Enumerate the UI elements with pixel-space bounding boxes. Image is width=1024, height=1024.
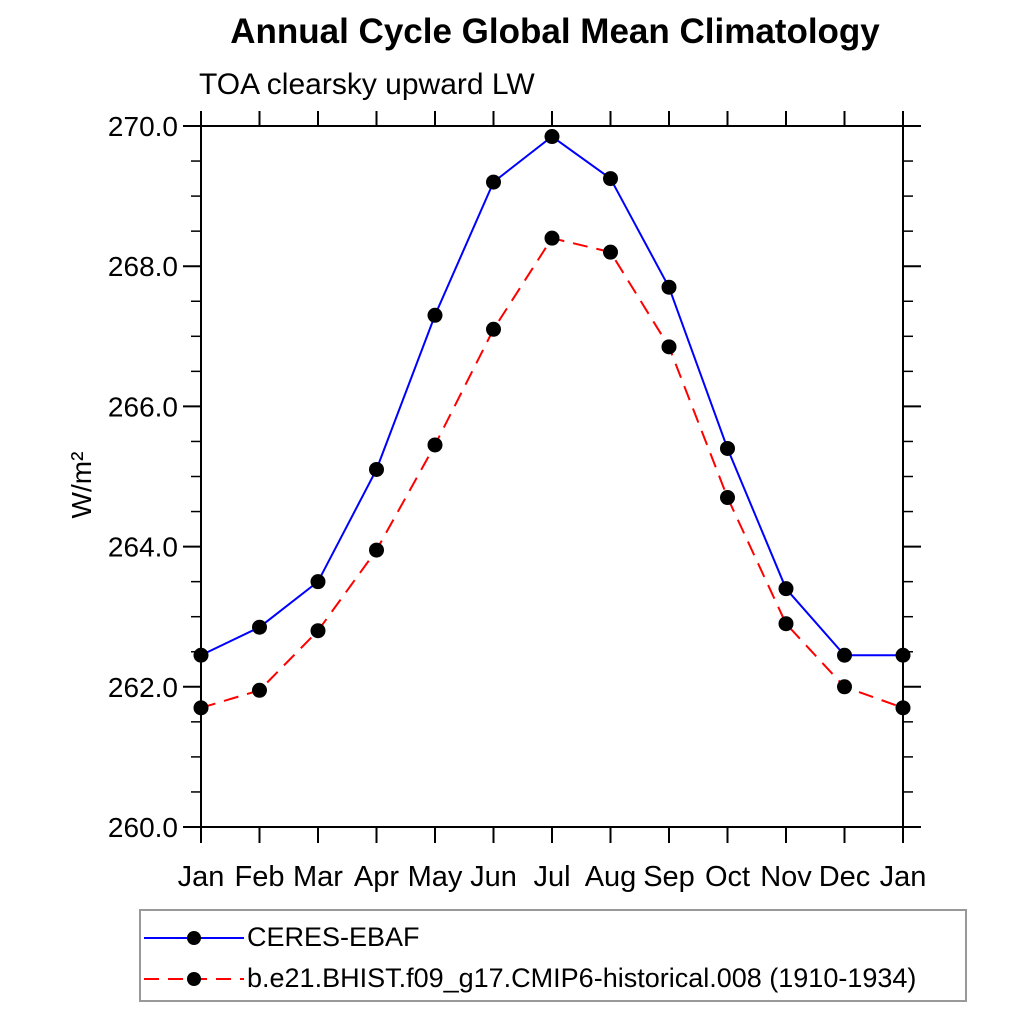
legend-label-series-0: CERES-EBAF: [247, 922, 420, 952]
x-tick-label: Nov: [760, 861, 812, 893]
series-line-0: [200, 135, 903, 657]
data-point: [369, 542, 384, 558]
data-point: [310, 623, 326, 639]
x-tick-label: Apr: [354, 861, 399, 893]
plot-frame: [200, 125, 904, 828]
x-tick-label: Oct: [705, 861, 750, 893]
legend-sample-marker-0: [187, 931, 201, 945]
data-point: [720, 490, 735, 506]
x-tick-label: Aug: [585, 861, 637, 893]
x-tick-label: Jun: [470, 861, 517, 893]
x-tick-label: Jan: [178, 861, 225, 893]
data-point: [427, 437, 443, 453]
legend-sample-lines: [144, 931, 244, 986]
y-tick-label: 268.0: [108, 251, 178, 282]
data-point: [661, 279, 677, 295]
data-point: [310, 574, 326, 590]
y-tick-label: 262.0: [108, 672, 178, 703]
data-point: [837, 647, 852, 663]
series-line-1: [200, 237, 904, 709]
chart-title: Annual Cycle Global Mean Climatology: [230, 12, 880, 51]
data-point: [486, 174, 501, 190]
legend-label-series-1: b.e21.BHIST.f09_g17.CMIP6-historical.008…: [247, 963, 917, 993]
data-point: [193, 647, 209, 663]
data-point: [778, 616, 794, 632]
data-point: [369, 461, 384, 477]
data-point: [544, 129, 560, 145]
data-point: [661, 339, 677, 355]
data-point: [252, 619, 267, 635]
y-tick-label: 264.0: [108, 532, 178, 563]
data-point: [837, 679, 852, 695]
data-point: [603, 244, 618, 260]
x-tick-label: Dec: [819, 861, 871, 893]
y-tick-label: 270.0: [108, 111, 178, 142]
data-point: [486, 321, 501, 337]
data-point: [895, 647, 911, 663]
legend: CERES-EBAF b.e21.BHIST.f09_g17.CMIP6-his…: [139, 909, 967, 1002]
x-tick-label: Jul: [533, 861, 570, 893]
data-point: [193, 700, 209, 716]
x-tick-label: Feb: [235, 861, 285, 893]
data-point: [252, 682, 267, 698]
x-tick-label: May: [408, 861, 463, 893]
x-tick-label: Mar: [293, 861, 343, 893]
data-point: [895, 700, 911, 716]
x-tick-label: Sep: [643, 861, 695, 893]
legend-sample-marker-1: [187, 972, 201, 986]
data-point: [720, 440, 735, 456]
chart-subtitle: TOA clearsky upward LW: [199, 68, 535, 101]
y-tick-label: 260.0: [108, 812, 178, 843]
y-tick-label: 266.0: [108, 391, 178, 422]
data-point: [544, 230, 560, 246]
x-tick-label: Jan: [880, 861, 927, 893]
data-point: [427, 307, 443, 323]
data-point: [778, 581, 794, 597]
data-point: [603, 171, 618, 187]
